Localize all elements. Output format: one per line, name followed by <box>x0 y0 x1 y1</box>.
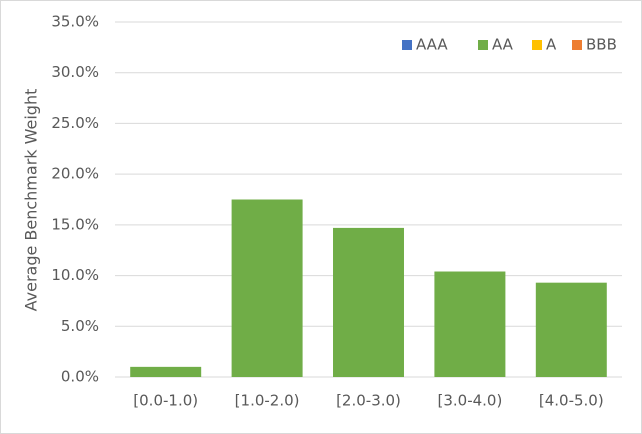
legend-swatch <box>402 40 412 50</box>
y-tick-label: 25.0% <box>51 114 99 132</box>
x-tick-label: [3.0-4.0) <box>437 392 502 410</box>
legend-label: AA <box>492 36 514 54</box>
y-tick-label: 15.0% <box>51 215 99 233</box>
x-tick-label: [4.0-5.0) <box>539 392 604 410</box>
y-tick-label: 5.0% <box>61 317 99 335</box>
bar <box>535 282 607 377</box>
bar <box>130 366 202 377</box>
legend-label: BBB <box>586 36 617 54</box>
bar <box>434 271 506 377</box>
bar <box>333 227 404 377</box>
legend-label: A <box>546 36 557 54</box>
y-tick-label: 30.0% <box>51 63 99 81</box>
x-tick-label: [1.0-2.0) <box>235 392 300 410</box>
legend-swatch <box>478 40 488 50</box>
y-tick-label: 20.0% <box>51 165 99 183</box>
bar <box>231 199 303 377</box>
y-axis-title: Average Benchmark Weight <box>22 89 41 312</box>
x-tick-label: [2.0-3.0) <box>336 392 401 410</box>
legend-swatch <box>532 40 542 50</box>
legend-swatch <box>572 40 582 50</box>
x-tick-label: [0.0-1.0) <box>133 392 198 410</box>
y-tick-label: 35.0% <box>51 13 99 31</box>
y-tick-label: 10.0% <box>51 266 99 284</box>
y-tick-label: 0.0% <box>61 368 99 386</box>
legend-label: AAA <box>416 36 448 54</box>
